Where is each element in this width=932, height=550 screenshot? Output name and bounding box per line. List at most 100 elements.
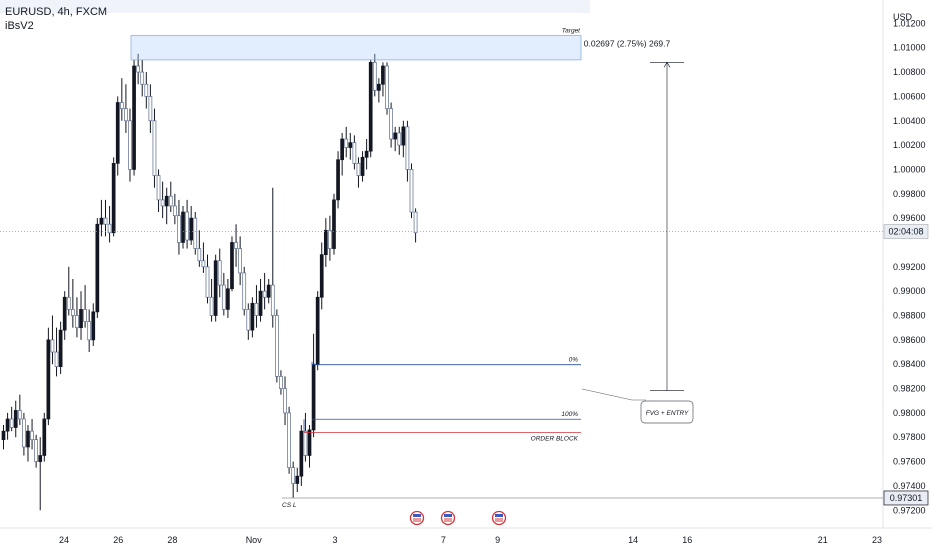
- price-tick-label: 1.01200: [893, 18, 926, 28]
- measure-arrow-head: [663, 61, 671, 68]
- candle-body: [22, 418, 26, 448]
- candle-body: [42, 418, 47, 456]
- time-axis[interactable]: 242628Nov3791416212328Dec5: [59, 535, 932, 545]
- candle-body: [405, 126, 410, 170]
- price-tick-label: 0.99600: [893, 213, 926, 223]
- candle-body: [128, 120, 132, 170]
- us-event-flag-icon[interactable]: [409, 510, 425, 526]
- candle-body: [115, 102, 120, 164]
- currency-label: USD: [893, 12, 913, 22]
- candle-body: [323, 229, 328, 256]
- price-tick-label: 0.97200: [893, 505, 926, 515]
- candle-body: [315, 296, 320, 365]
- measure-label: 0.02697 (2.75%) 269.7: [584, 38, 671, 48]
- low-price-badge[interactable]: [883, 490, 929, 506]
- price-tick-label: 0.97400: [893, 481, 926, 491]
- candle-body: [209, 296, 214, 316]
- top-band: [0, 0, 590, 13]
- price-tick-label: 0.98000: [893, 408, 926, 418]
- price-tick-label: 0.99200: [893, 262, 926, 272]
- callout-box[interactable]: [640, 400, 694, 424]
- candle-body: [230, 242, 234, 290]
- candle-body: [401, 126, 406, 146]
- candle-body: [299, 430, 304, 477]
- price-tick-label: 1.00000: [893, 164, 926, 174]
- symbol-title[interactable]: EURUSD, 4h, FXCM: [5, 6, 108, 18]
- price-tick-label: 1.00400: [893, 116, 926, 126]
- date-tick-label: 24: [59, 535, 69, 545]
- candle-body: [75, 315, 79, 329]
- price-tick-label: 0.97600: [893, 457, 926, 467]
- candle-body: [87, 321, 92, 341]
- date-tick-label: 9: [495, 535, 500, 545]
- candle-body: [54, 351, 59, 367]
- candle-body: [262, 290, 267, 298]
- candle-body: [295, 475, 300, 484]
- candle-body: [381, 65, 385, 85]
- candle-body: [307, 429, 312, 456]
- candle-body: [193, 217, 198, 249]
- price-tick-label: 0.97800: [893, 432, 926, 442]
- candle-body: [95, 223, 100, 313]
- candle-body: [385, 65, 389, 109]
- candle-body: [372, 61, 377, 91]
- low-price-badge-label: 0.97301: [890, 493, 923, 503]
- candle-body: [136, 65, 140, 73]
- us-event-flag-icon: [495, 514, 503, 517]
- candle-body: [238, 248, 242, 274]
- candle-body: [168, 195, 173, 207]
- target-label: Target: [562, 28, 581, 35]
- price-tick-label: 0.98600: [893, 335, 926, 345]
- candle-body: [201, 260, 206, 268]
- candle-body: [13, 410, 18, 428]
- candle-body: [242, 272, 247, 310]
- candle-body: [217, 260, 222, 286]
- candle-body: [160, 199, 165, 207]
- candle-body: [360, 156, 365, 176]
- current-price-badge[interactable]: [883, 224, 929, 239]
- candle-body: [283, 388, 287, 414]
- candle-body: [221, 284, 226, 310]
- price-axis[interactable]: 1.01200 1.01000 1.00800 1.00600 1.00400 1.002…: [883, 18, 929, 515]
- candle-body: [181, 211, 185, 243]
- candle-body: [336, 159, 340, 201]
- candle-body: [132, 65, 136, 170]
- price-tick-label: 0.98200: [893, 384, 926, 394]
- candle-body: [34, 439, 38, 462]
- candle-body: [270, 284, 275, 316]
- date-tick-label: 3: [332, 535, 337, 545]
- candle-body: [205, 266, 210, 298]
- candle-body: [189, 217, 194, 241]
- candle-body: [26, 430, 30, 448]
- level-label: 100%: [561, 411, 578, 418]
- candle-body: [226, 288, 230, 310]
- candle-body: [144, 83, 149, 97]
- us-event-flag-icon[interactable]: [440, 510, 456, 526]
- candle-body: [397, 132, 402, 146]
- candle-body: [66, 296, 71, 310]
- candle-body: [119, 102, 124, 109]
- target-zone-box[interactable]: [130, 35, 582, 61]
- candle-body: [250, 302, 255, 331]
- candle-body: [364, 150, 369, 158]
- date-tick-label: 26: [113, 535, 123, 545]
- date-tick-label: 16: [682, 535, 692, 545]
- price-tick-label: 0.98400: [893, 359, 926, 369]
- price-tick-label: 0.98800: [893, 311, 926, 321]
- candle-body: [213, 260, 218, 316]
- candle-body: [328, 229, 332, 249]
- indicator-name[interactable]: iBsV2: [5, 20, 34, 32]
- price-tick-label: 1.00200: [893, 140, 926, 150]
- candle-body: [38, 455, 43, 462]
- candle-body: [303, 430, 308, 456]
- candle-body: [148, 96, 153, 122]
- price-tick-label: 0.99800: [893, 189, 926, 199]
- date-tick-label: 21: [818, 535, 828, 545]
- us-event-flag-icon[interactable]: [491, 510, 507, 526]
- candle-body: [173, 205, 177, 217]
- date-tick-label: Nov: [246, 535, 263, 545]
- candle-body: [287, 412, 291, 469]
- candle-body: [291, 467, 296, 484]
